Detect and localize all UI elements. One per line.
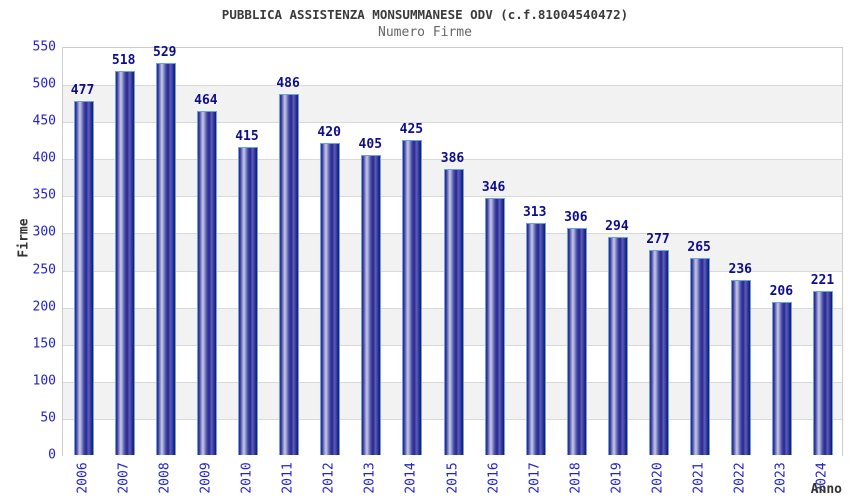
y-tick-label: 450 [32, 113, 56, 129]
y-tick-label: 200 [32, 299, 56, 315]
x-tick-label: 2022 [732, 462, 748, 494]
bar-value-label: 477 [70, 83, 95, 99]
bar-2017 [525, 222, 546, 455]
bar-value-label: 265 [687, 240, 711, 256]
bar-2010 [237, 147, 258, 455]
bar-value-label: 236 [728, 261, 752, 277]
bar-value-label: 386 [440, 150, 465, 166]
y-tick-label: 500 [32, 76, 56, 92]
bar-2008 [155, 62, 176, 455]
bar-2011 [279, 94, 300, 455]
bar-2024 [813, 291, 834, 455]
bar-value-label: 306 [564, 210, 588, 225]
bar-value-label: 415 [235, 129, 259, 145]
bar-value-label: 277 [646, 231, 670, 247]
x-tick-label: 2012 [321, 462, 337, 494]
x-tick-label: 2021 [691, 462, 707, 494]
bar-value-label: 221 [810, 273, 835, 289]
gridline [63, 122, 842, 124]
bar-2022 [731, 279, 752, 455]
x-tick-label: 2017 [527, 462, 543, 494]
x-tick-label: 2014 [403, 462, 419, 494]
bar-2020 [649, 249, 670, 455]
x-tick-label: 2006 [75, 462, 91, 494]
bar-2013 [361, 154, 382, 455]
bar-value-label: 486 [276, 76, 300, 92]
gridline [63, 85, 842, 87]
x-tick-label: 2011 [280, 462, 296, 494]
bar-value-label: 206 [769, 284, 794, 300]
x-tick-label: 2010 [239, 462, 255, 494]
x-tick-label: 2007 [116, 462, 132, 494]
y-tick-label: 400 [32, 150, 56, 166]
plot-band [63, 122, 842, 160]
bar-value-label: 529 [153, 44, 177, 60]
bar-2015 [443, 168, 464, 455]
bar-2014 [402, 139, 423, 455]
y-tick-label: 250 [32, 262, 56, 278]
x-tick-label: 2018 [568, 462, 584, 494]
x-tick-label: 2023 [773, 462, 789, 494]
bar-value-label: 346 [481, 180, 506, 196]
plot-area [62, 47, 843, 456]
bar-2006 [73, 101, 94, 455]
x-tick-label: 2016 [486, 462, 502, 494]
y-tick-label: 100 [32, 373, 56, 389]
bar-2018 [566, 228, 587, 455]
y-tick-label: 0 [48, 447, 56, 463]
bar-value-label: 425 [399, 121, 424, 137]
bar-2019 [607, 236, 628, 455]
bar-2016 [484, 198, 505, 455]
chart-subtitle: Numero Firme [378, 25, 472, 40]
bar-2021 [690, 258, 711, 455]
bar-value-label: 464 [194, 92, 218, 108]
chart-title: PUBBLICA ASSISTENZA MONSUMMANESE ODV (c.… [221, 7, 629, 22]
bar-2023 [772, 302, 793, 455]
bar-value-label: 405 [358, 136, 383, 152]
x-tick-label: 2020 [650, 462, 666, 494]
y-tick-label: 550 [32, 39, 56, 55]
y-tick-label: 150 [32, 336, 56, 352]
x-tick-label: 2015 [445, 462, 460, 494]
x-tick-label: 2019 [609, 462, 625, 494]
bar-2012 [320, 143, 341, 455]
bar-value-label: 294 [605, 218, 629, 234]
bar-value-label: 420 [317, 125, 341, 141]
x-tick-label: 2009 [198, 462, 214, 494]
plot-band [63, 48, 842, 86]
y-tick-label: 50 [40, 410, 56, 426]
gridline [63, 159, 842, 161]
bar-value-label: 518 [111, 52, 136, 68]
x-axis-title: Anno [810, 482, 842, 497]
bar-value-label: 313 [522, 204, 547, 220]
bar-2007 [114, 70, 135, 455]
y-tick-label: 300 [32, 224, 56, 240]
bar-2009 [196, 110, 217, 455]
y-tick-label: 350 [32, 187, 56, 203]
plot-band [63, 85, 842, 123]
x-tick-label: 2013 [362, 462, 378, 494]
x-tick-label: 2008 [157, 462, 173, 494]
